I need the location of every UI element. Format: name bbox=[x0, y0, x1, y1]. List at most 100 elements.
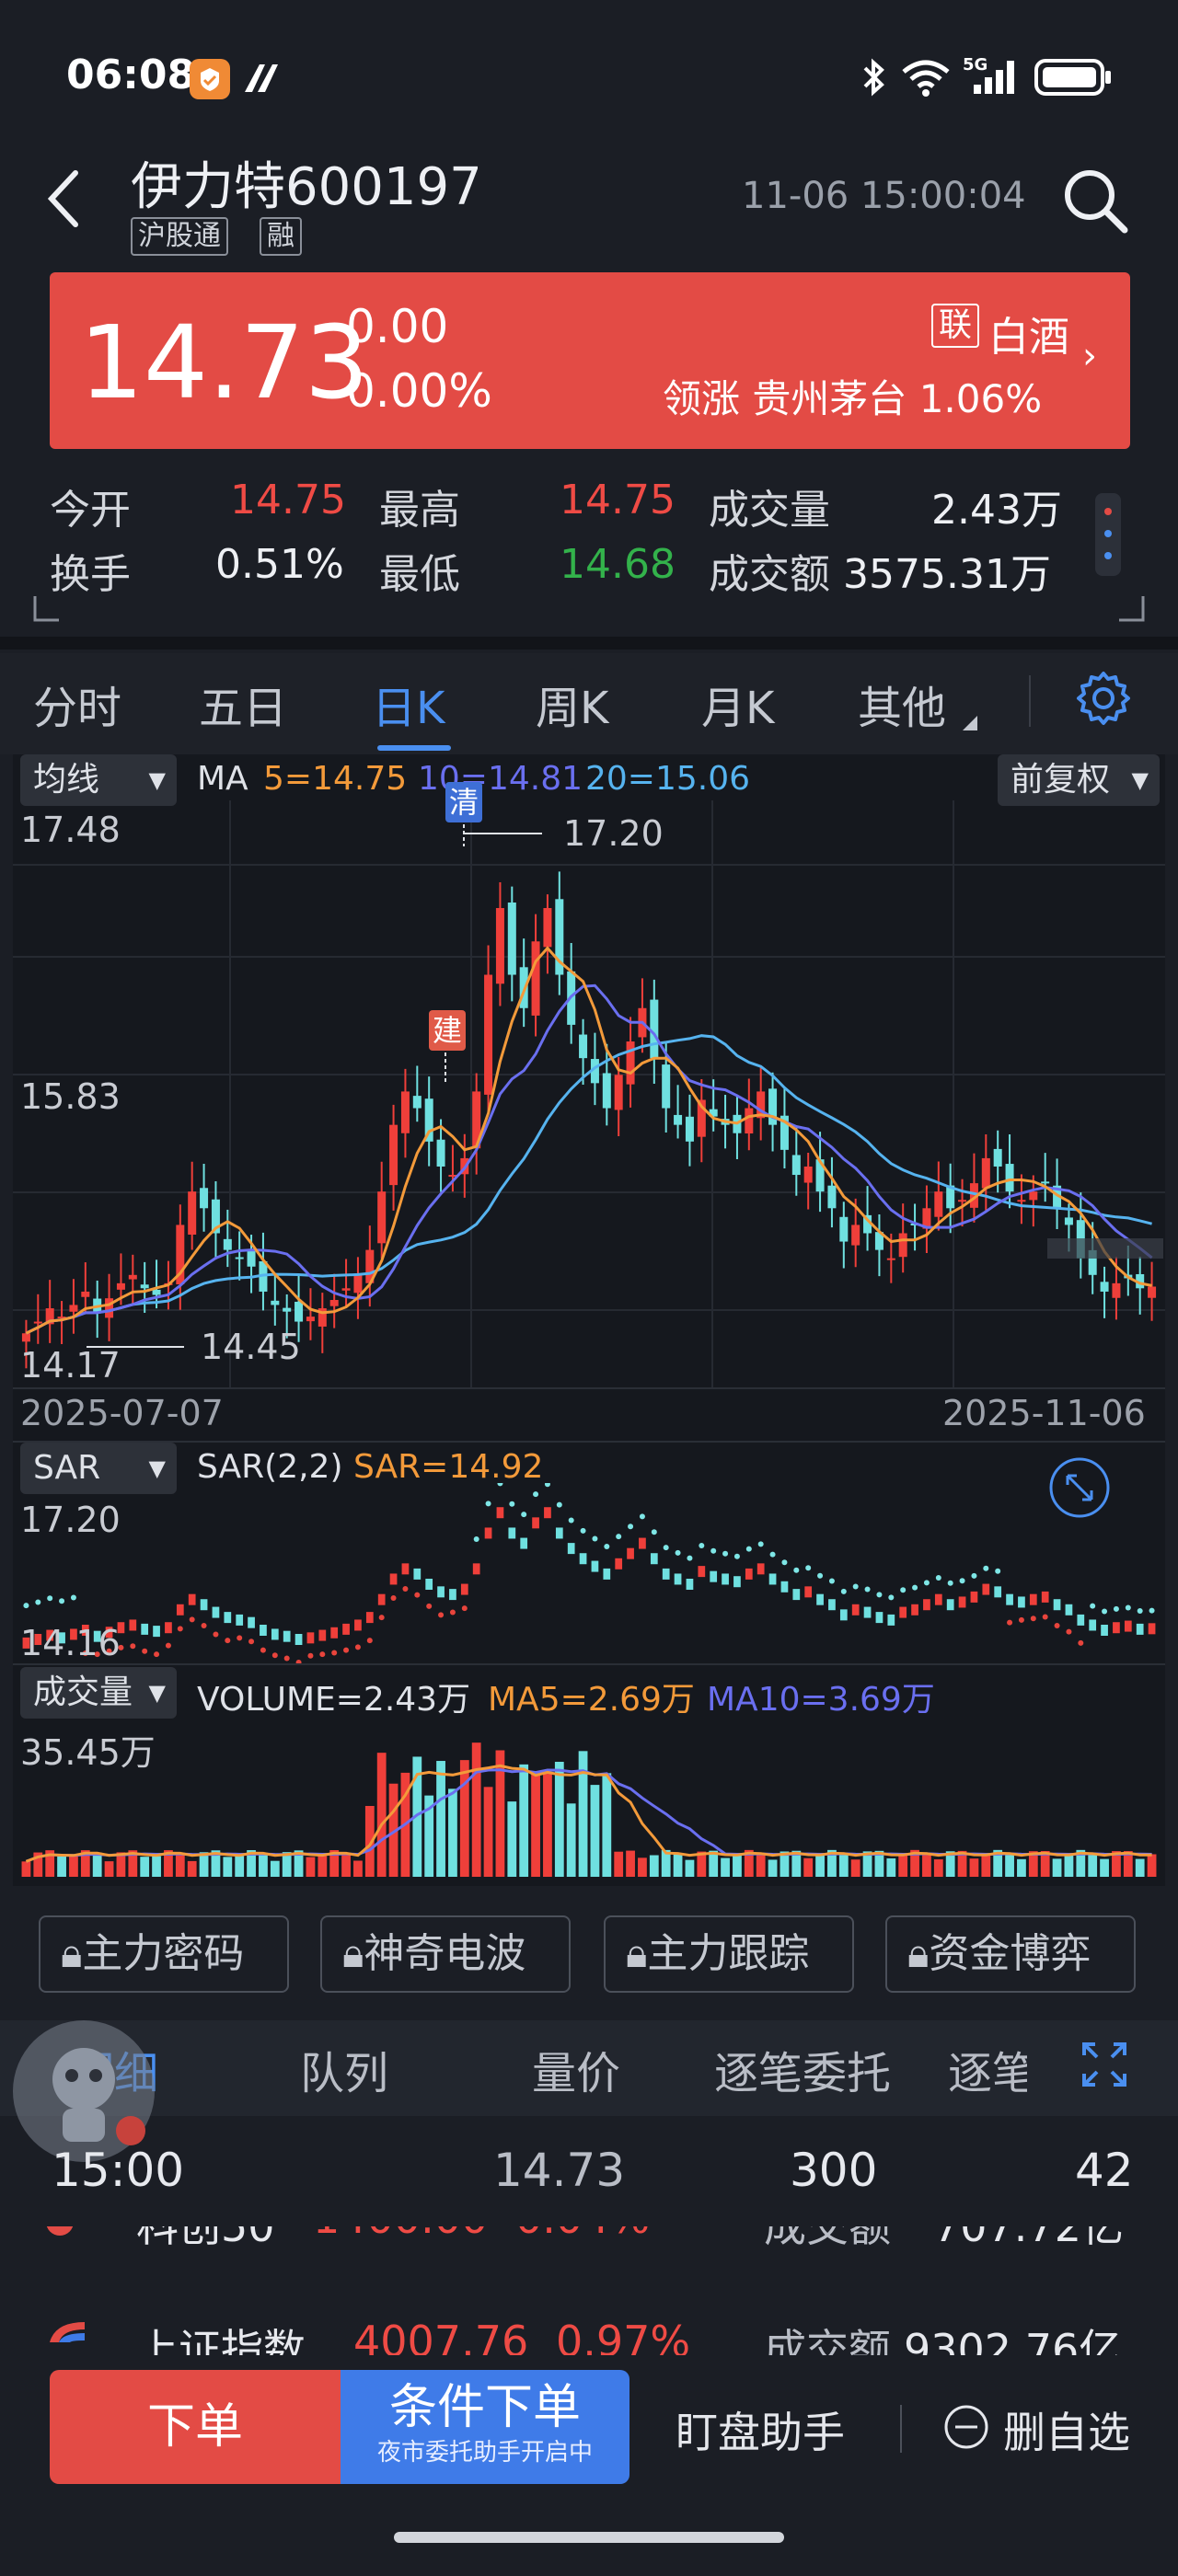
volume-bar bbox=[1052, 1858, 1062, 1877]
sar-candle bbox=[899, 1606, 907, 1618]
tab-monthly-k[interactable]: 月K bbox=[701, 683, 775, 734]
candle-body bbox=[922, 1208, 931, 1229]
remove-watchlist-button[interactable]: 删自选 bbox=[1003, 2408, 1130, 2457]
tab-daily-k[interactable]: 日K bbox=[372, 683, 445, 734]
expand-icon[interactable] bbox=[1079, 2039, 1130, 2094]
volume-bar bbox=[721, 1857, 730, 1877]
sar-candle bbox=[93, 1630, 101, 1642]
sar-dot bbox=[947, 1580, 953, 1586]
candle-body bbox=[898, 1233, 907, 1258]
sar-candle bbox=[745, 1568, 753, 1580]
sar-candle bbox=[129, 1619, 137, 1631]
volume-bar bbox=[543, 1772, 552, 1877]
sar-dot bbox=[154, 1651, 160, 1658]
volume-value-label: VOLUME=2.43万 bbox=[197, 1681, 471, 1719]
candle-body bbox=[958, 1200, 967, 1202]
sar-candle bbox=[330, 1627, 339, 1639]
candle-body bbox=[341, 1288, 351, 1291]
build-marker[interactable]: 建 bbox=[429, 1010, 466, 1051]
candle-body bbox=[105, 1298, 114, 1318]
fullscreen-icon[interactable] bbox=[1047, 1455, 1112, 1524]
sar-chart[interactable] bbox=[13, 1483, 1165, 1667]
watch-assistant-button[interactable]: 盯盘助手 bbox=[676, 2408, 845, 2457]
candle-body bbox=[306, 1317, 315, 1322]
sar-dropdown[interactable]: SAR ▼ bbox=[20, 1443, 177, 1494]
sar-candle bbox=[839, 1609, 848, 1621]
adjust-dropdown[interactable]: 前复权 ▼ bbox=[998, 754, 1160, 806]
volume-bar bbox=[709, 1850, 719, 1877]
candle-body bbox=[412, 1096, 422, 1109]
tab-intraday[interactable]: 分时 bbox=[33, 683, 122, 734]
bluetooth-icon bbox=[860, 57, 887, 101]
candle-body bbox=[650, 999, 659, 1059]
caret-down-icon: ▼ bbox=[1131, 767, 1149, 793]
sar-candle bbox=[756, 1563, 765, 1575]
locked-feature-button[interactable]: 🔒︎神奇电波 bbox=[320, 1915, 571, 1993]
high-label: 最高 bbox=[379, 487, 460, 534]
trade-count: 42 bbox=[1075, 2144, 1134, 2197]
gear-icon[interactable] bbox=[1073, 668, 1134, 729]
volume-dropdown[interactable]: 成交量 ▼ bbox=[20, 1667, 177, 1719]
tab-weekly-k[interactable]: 周K bbox=[536, 683, 609, 734]
more-stats-button[interactable] bbox=[1095, 493, 1121, 576]
sar-candle bbox=[627, 1547, 634, 1559]
tab-volume-price[interactable]: 量价 bbox=[532, 2048, 621, 2099]
price-card[interactable] bbox=[50, 272, 1130, 449]
volume-chart[interactable] bbox=[13, 1711, 1165, 1886]
tab-order-by-order[interactable]: 逐笔委托 bbox=[714, 2048, 892, 2099]
volume-bar bbox=[649, 1855, 659, 1877]
sar-candle bbox=[615, 1558, 623, 1570]
sar-dot bbox=[248, 1639, 255, 1645]
indicator-type-dropdown[interactable]: 均线 ▼ bbox=[20, 754, 177, 806]
expand-corner-icon[interactable] bbox=[1115, 592, 1147, 627]
back-button[interactable] bbox=[44, 166, 81, 230]
sar-candle bbox=[532, 1517, 539, 1529]
sar-candle bbox=[710, 1570, 718, 1582]
locked-feature-button[interactable]: 🔒︎主力密码 bbox=[39, 1915, 289, 1993]
candle-body bbox=[294, 1301, 304, 1322]
candle-body bbox=[531, 941, 540, 1016]
locked-feature-button[interactable]: 🔒︎主力跟踪 bbox=[604, 1915, 854, 1993]
candle-body bbox=[247, 1250, 256, 1267]
tab-other[interactable]: 其他 bbox=[858, 683, 947, 734]
chevron-right-icon[interactable]: › bbox=[1082, 335, 1097, 377]
order-button[interactable]: 下单 bbox=[50, 2370, 341, 2484]
minus-circle-icon[interactable] bbox=[942, 2403, 990, 2455]
candle-body bbox=[519, 967, 528, 1008]
conditional-order-button[interactable]: 条件下单 夜市委托助手开启中 bbox=[341, 2370, 629, 2484]
sar-candle bbox=[260, 1625, 267, 1636]
search-icon[interactable] bbox=[1058, 164, 1132, 237]
kline-chart-area[interactable] bbox=[13, 754, 1165, 1886]
sar-dot bbox=[971, 1572, 977, 1579]
kline-main-chart[interactable] bbox=[13, 800, 1165, 1389]
candle-body bbox=[874, 1232, 884, 1250]
locked-feature-label: 主力跟踪 bbox=[647, 1930, 810, 1977]
sar-dot bbox=[817, 1572, 824, 1579]
expand-corner-icon[interactable] bbox=[31, 592, 63, 627]
vol-ma5-line bbox=[25, 1764, 1152, 1863]
candle-body bbox=[745, 1108, 754, 1134]
caret-down-icon: ▼ bbox=[148, 1680, 166, 1706]
volume-bar bbox=[1076, 1849, 1086, 1877]
sar-candle bbox=[567, 1543, 575, 1555]
tab-queue[interactable]: 队列 bbox=[300, 2048, 389, 2099]
sector-name[interactable]: 白酒 bbox=[988, 314, 1069, 361]
candle-body bbox=[1136, 1273, 1145, 1289]
sar-dot bbox=[793, 1567, 800, 1573]
ticker-label: 成交额 bbox=[764, 2226, 891, 2251]
index-ticker[interactable]: 科创50 1400.00 0.04% 成交额 707.72亿 上证指数 4007… bbox=[0, 2226, 1178, 2374]
candle-body bbox=[579, 1034, 588, 1059]
tab-five-day[interactable]: 五日 bbox=[199, 683, 288, 734]
sar-dot bbox=[402, 1586, 409, 1592]
clear-marker[interactable]: 清 bbox=[445, 782, 482, 822]
index-icon bbox=[46, 2318, 88, 2350]
locked-feature-button[interactable]: 🔒︎资金博弈 bbox=[885, 1915, 1136, 1993]
sar-candle bbox=[46, 1629, 54, 1641]
tab-tick-by-tick[interactable]: 逐笔 bbox=[948, 2048, 1027, 2099]
y-axis-top: 17.48 bbox=[20, 810, 121, 850]
volume-bar bbox=[187, 1860, 197, 1877]
y-axis-bottom: 14.17 bbox=[20, 1345, 121, 1386]
assistant-avatar[interactable] bbox=[13, 2020, 155, 2162]
volume-bar bbox=[838, 1853, 849, 1877]
volume-bar bbox=[744, 1849, 754, 1877]
